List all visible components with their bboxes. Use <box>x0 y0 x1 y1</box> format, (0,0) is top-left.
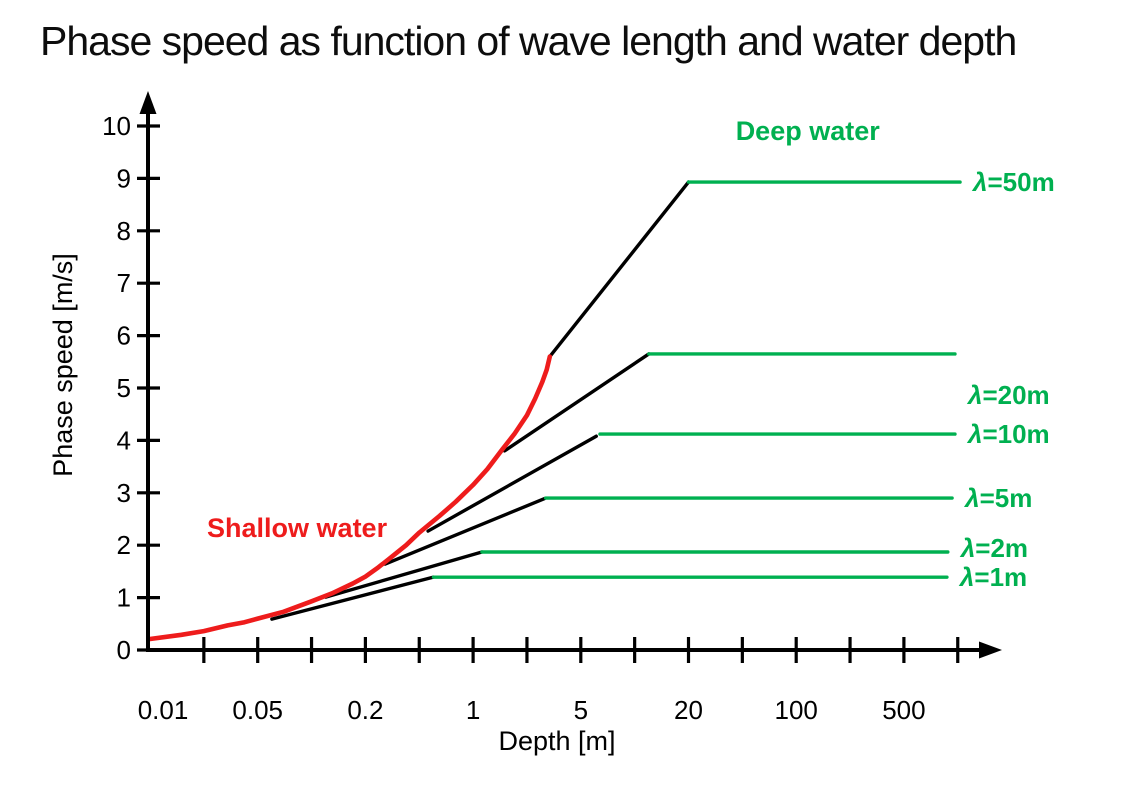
y-tick-label-8: 8 <box>117 216 131 246</box>
x-tick-label-0.01: 0.01 <box>138 695 189 725</box>
x-axis-title: Depth [m] <box>498 726 615 756</box>
y-tick-label-10: 10 <box>102 111 131 141</box>
y-axis-arrowhead <box>139 91 157 114</box>
y-tick-label-0: 0 <box>117 635 131 665</box>
lambda-label-1m: λ=1m <box>958 562 1027 592</box>
x-tick-label-100: 100 <box>775 695 818 725</box>
y-tick-label-2: 2 <box>117 530 131 560</box>
lambda-label-5m: λ=5m <box>963 483 1032 513</box>
x-tick-label-20: 20 <box>674 695 703 725</box>
transition-segment-10m <box>426 434 598 533</box>
transition-segment-50m <box>548 180 691 359</box>
shallow-water-label: Shallow water <box>207 513 388 543</box>
x-tick-label-0.05: 0.05 <box>232 695 283 725</box>
x-tick-label-0.2: 0.2 <box>347 695 383 725</box>
x-axis-arrowhead <box>979 641 1002 659</box>
transition-segment-5m <box>383 496 547 566</box>
page-title: Phase speed as function of wave length a… <box>40 18 1017 64</box>
transition-segment-20m <box>502 352 651 453</box>
x-tick-label-5: 5 <box>574 695 588 725</box>
y-tick-label-6: 6 <box>117 321 131 351</box>
deep-water-label: Deep water <box>736 116 881 146</box>
x-tick-label-500: 500 <box>882 695 925 725</box>
x-tick-label-1: 1 <box>466 695 480 725</box>
transition-segment-2m <box>324 550 484 599</box>
y-tick-label-1: 1 <box>117 583 131 613</box>
lambda-label-2m: λ=2m <box>959 533 1028 563</box>
lambda-label-50m: λ=50m <box>971 167 1055 197</box>
y-tick-label-4: 4 <box>117 425 131 455</box>
transition-segment-1m <box>270 575 436 621</box>
y-tick-label-5: 5 <box>117 373 131 403</box>
y-tick-label-3: 3 <box>117 478 131 508</box>
shallow-water-curve <box>147 354 553 642</box>
y-tick-label-7: 7 <box>117 268 131 298</box>
lambda-label-20m: λ=20m <box>966 380 1050 410</box>
lambda-label-10m: λ=10m <box>966 419 1050 449</box>
y-axis-title: Phase speed [m/s] <box>48 253 78 477</box>
y-tick-label-9: 9 <box>117 163 131 193</box>
